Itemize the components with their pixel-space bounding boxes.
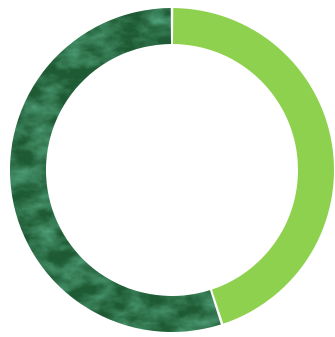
donut-slice-2 [10, 8, 221, 332]
donut-slices [10, 8, 334, 332]
donut-slice-1 [172, 8, 334, 324]
